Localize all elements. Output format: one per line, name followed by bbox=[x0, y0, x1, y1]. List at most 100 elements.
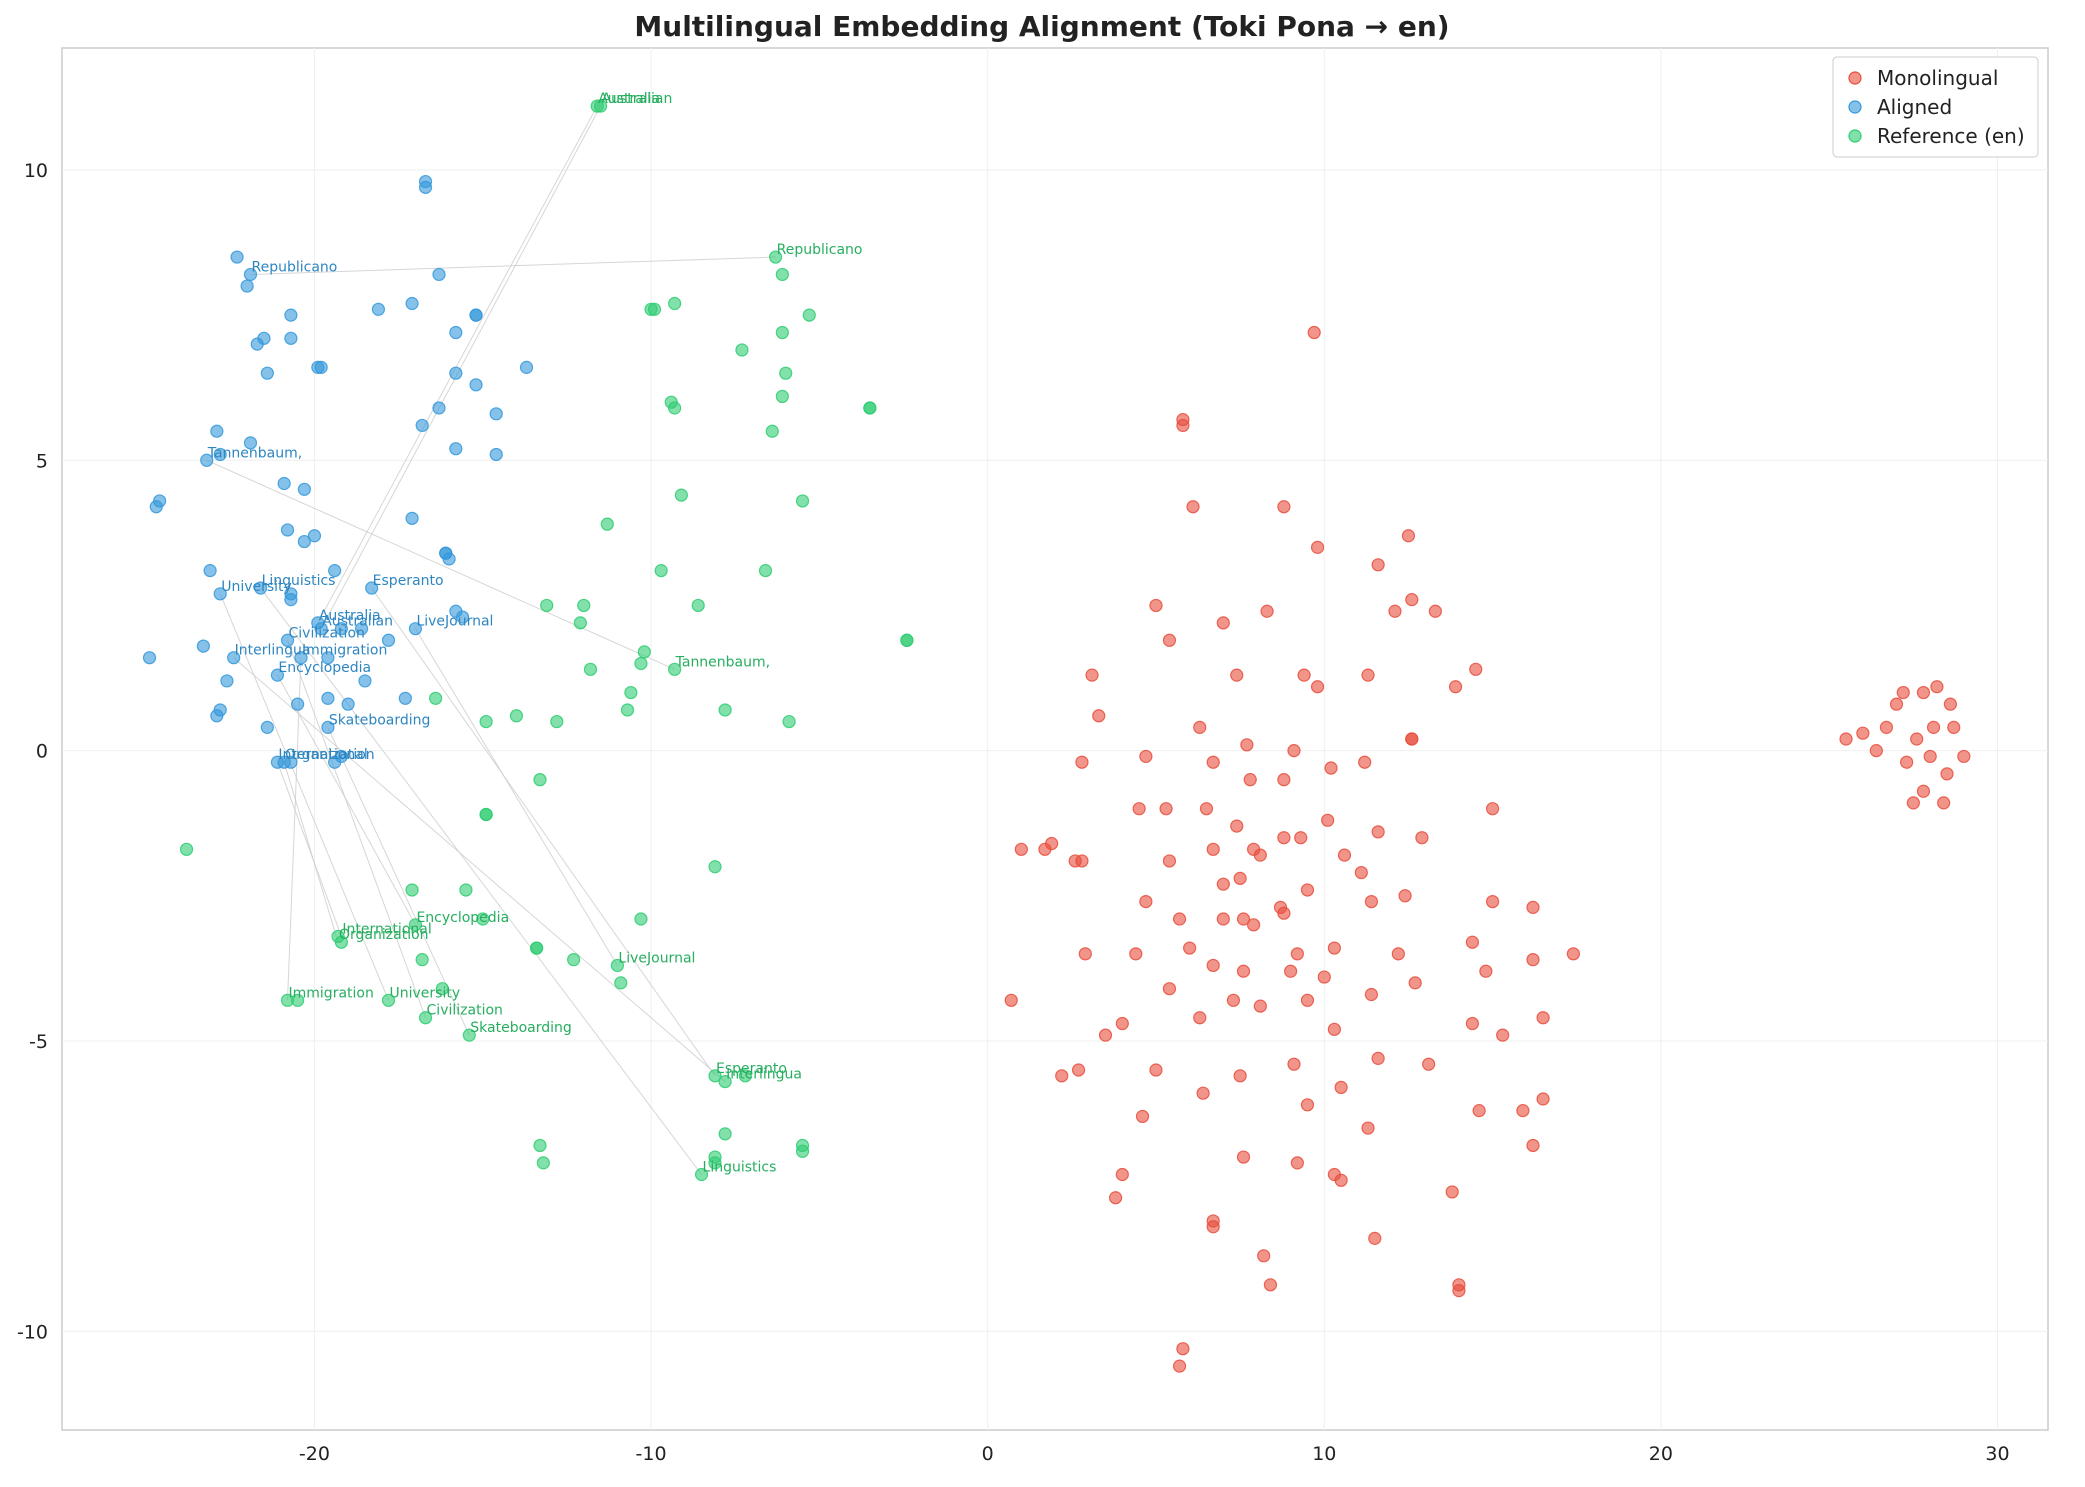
monolingual-point bbox=[1159, 802, 1173, 816]
monolingual-point bbox=[1391, 947, 1405, 961]
reference-point-label: Australia bbox=[598, 91, 660, 107]
legend-label: Reference (en) bbox=[1877, 124, 2025, 148]
monolingual-point bbox=[1957, 749, 1971, 764]
monolingual-point bbox=[1230, 819, 1244, 833]
monolingual-point bbox=[1260, 604, 1274, 618]
reference-en-point bbox=[624, 685, 638, 700]
reference-en-point bbox=[593, 99, 608, 113]
monolingual-point bbox=[1839, 732, 1853, 746]
monolingual-point bbox=[1947, 720, 1961, 734]
reference-point-label: Esperanto bbox=[716, 1061, 787, 1077]
monolingual-point bbox=[1334, 1173, 1348, 1187]
reference-en-point bbox=[863, 401, 877, 415]
reference-en-point bbox=[691, 598, 705, 613]
reference-en-point bbox=[694, 1167, 709, 1182]
monolingual-point bbox=[1055, 1069, 1069, 1083]
aligned-point bbox=[321, 651, 335, 665]
monolingual-point bbox=[1479, 964, 1493, 978]
reference-en-point bbox=[708, 1156, 722, 1170]
monolingual-point bbox=[1906, 796, 1920, 810]
reference-en-point bbox=[479, 714, 493, 729]
aligned-point bbox=[314, 622, 328, 636]
aligned-point-label: University bbox=[221, 579, 292, 595]
scatter-points bbox=[142, 99, 1971, 1373]
reference-en-point bbox=[668, 401, 682, 415]
monolingual-point bbox=[1075, 755, 1089, 769]
monolingual-point bbox=[1485, 894, 1500, 909]
aligned-point bbox=[243, 436, 258, 450]
aligned-point bbox=[365, 581, 379, 595]
monolingual-point bbox=[1246, 918, 1261, 932]
aligned-point bbox=[220, 674, 234, 688]
monolingual-point bbox=[1930, 680, 1944, 694]
reference-en-point bbox=[573, 616, 587, 630]
alignment-connector-line bbox=[206, 459, 675, 670]
monolingual-point bbox=[1135, 1109, 1150, 1124]
aligned-point-label: Australian bbox=[322, 614, 393, 630]
monolingual-point bbox=[1856, 726, 1870, 740]
aligned-point bbox=[371, 302, 386, 316]
aligned-point bbox=[277, 476, 291, 491]
aligned-point bbox=[213, 587, 227, 601]
monolingual-point bbox=[1405, 593, 1419, 607]
reference-en-point bbox=[540, 598, 554, 613]
aligned-point-label: Tannenbaum, bbox=[207, 445, 302, 461]
monolingual-point bbox=[1216, 616, 1230, 630]
reference-point-label: Immigration bbox=[289, 985, 374, 1001]
aligned-point-label: LiveJournal bbox=[416, 614, 493, 630]
monolingual-point bbox=[1287, 744, 1301, 758]
legend-marker bbox=[1848, 71, 1862, 85]
aligned-point bbox=[270, 755, 285, 769]
monolingual-point bbox=[1243, 773, 1257, 787]
axis-ticks: -20 -10 0 10 20 30 -10 -5 0 5 10 bbox=[17, 160, 2010, 1465]
aligned-point-label: Australia bbox=[319, 608, 381, 624]
monolingual-point bbox=[1186, 500, 1200, 514]
reference-en-point bbox=[577, 598, 591, 613]
monolingual-point bbox=[1428, 604, 1442, 618]
monolingual-point bbox=[1162, 854, 1177, 868]
aligned-point bbox=[469, 308, 483, 322]
reference-en-point bbox=[795, 1144, 810, 1158]
plot-area bbox=[61, 47, 2049, 1431]
monolingual-point bbox=[1354, 865, 1368, 880]
reference-en-point bbox=[775, 267, 789, 282]
monolingual-point bbox=[1196, 1086, 1210, 1100]
x-tick-label: -20 bbox=[299, 1443, 330, 1465]
aligned-point bbox=[314, 360, 328, 374]
reference-en-point bbox=[634, 912, 648, 926]
reference-point-label: LiveJournal bbox=[618, 950, 695, 966]
monolingual-point bbox=[1149, 598, 1163, 613]
aligned-point bbox=[415, 418, 429, 433]
monolingual-point bbox=[1926, 720, 1941, 734]
monolingual-point bbox=[1465, 1016, 1479, 1031]
monolingual-point bbox=[1398, 889, 1412, 903]
aligned-point bbox=[149, 500, 163, 514]
monolingual-point bbox=[1172, 1359, 1187, 1373]
monolingual-point bbox=[1469, 662, 1483, 676]
alignment-connector-line bbox=[260, 587, 702, 1175]
aligned-point bbox=[254, 581, 268, 595]
aligned-point-label: Organization bbox=[285, 747, 375, 763]
alignment-connector-line bbox=[233, 657, 726, 1082]
aligned-point bbox=[210, 424, 224, 438]
x-tick-label: 20 bbox=[1649, 1443, 1673, 1465]
alignment-connector-line bbox=[276, 674, 416, 926]
y-tick-label: -5 bbox=[29, 1031, 48, 1053]
alignment-connector-line bbox=[317, 105, 598, 624]
monolingual-point bbox=[1879, 720, 1894, 734]
monolingual-point bbox=[1916, 784, 1931, 798]
aligned-point bbox=[210, 709, 224, 723]
monolingual-point bbox=[1233, 871, 1247, 885]
monolingual-point bbox=[1206, 755, 1220, 769]
monolingual-point bbox=[1526, 900, 1540, 914]
legend-label: Aligned bbox=[1877, 95, 1952, 119]
aligned-point bbox=[408, 622, 423, 636]
aligned-point bbox=[284, 331, 298, 345]
aligned-point bbox=[398, 691, 412, 705]
monolingual-point bbox=[1910, 732, 1924, 746]
monolingual-point bbox=[1257, 1249, 1271, 1263]
aligned-point bbox=[203, 564, 217, 578]
reference-en-point bbox=[647, 302, 662, 316]
legend-label: Monolingual bbox=[1877, 66, 1998, 90]
reference-en-point bbox=[637, 645, 651, 659]
